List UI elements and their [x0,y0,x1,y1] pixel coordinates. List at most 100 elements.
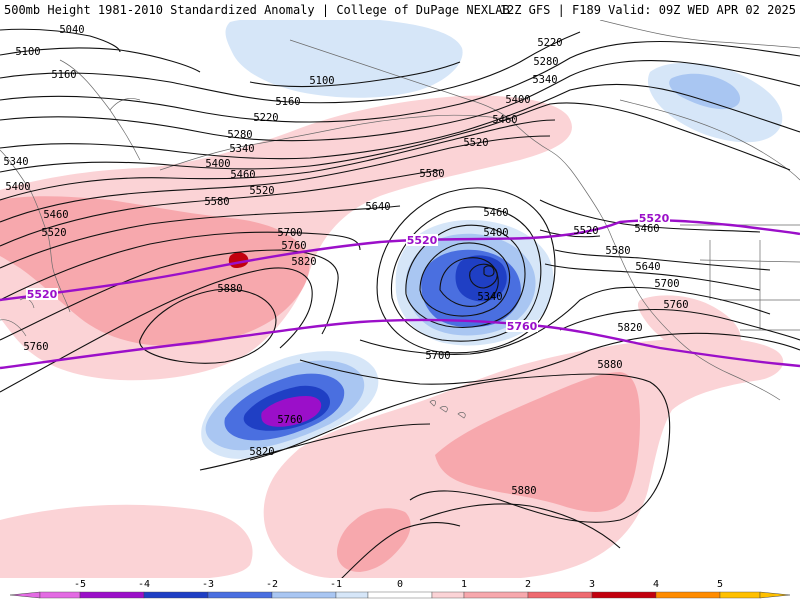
highlight-labels: 5520 5520 5520 5760 [26,212,670,333]
contour-5820-east [299,332,800,385]
positive-anomaly-epac-mid [435,372,640,512]
contour-label: 5040 [59,24,84,36]
contour-label: 5100 [309,75,334,87]
colorbar-tick-label: 5 [717,579,723,590]
colorbar-tick-label: -1 [330,579,342,590]
purple-contour-5760 [0,318,800,370]
colorbar-segment-zero [367,591,433,599]
highlight-contour-label: 5760 [507,320,538,333]
contour-label: 5520 [249,185,274,197]
contour-label: 5880 [511,485,536,497]
contour-label: 5760 [663,299,688,311]
colorbar-tick-label: 3 [589,579,595,590]
contour-label: 5520 [41,227,66,239]
highlight-contours [0,219,800,370]
colorbar-segment-pos3 [591,591,657,599]
contour-5880-south [419,503,621,549]
model-run-info: 12Z GFS | F189 Valid: 09Z WED APR 02 202… [500,3,796,17]
colorbar-segment-pos2 [527,591,593,599]
contour-label: 5700 [425,350,450,362]
colorbar-tick-label: -3 [202,579,214,590]
colorbar-segment-pos05 [431,591,465,599]
contour-gulf-ring-7 [483,265,495,277]
contour-label: 5460 [483,207,508,219]
contour-gulf-ring-4 [419,242,511,317]
header-background [0,0,800,20]
contour-label: 5340 [532,74,557,86]
colorbar-segment-neg4 [79,591,145,599]
contour-5640 [0,205,401,269]
contour-5160 [0,31,581,104]
contour-gulf-ring-1 [376,187,556,354]
contour-label: 5100 [15,46,40,58]
colorbar-segment-pos5 [719,591,761,599]
contour-5760-east [559,308,800,341]
contour-label: 5880 [597,359,622,371]
contour-label: 5460 [43,209,68,221]
colorbar-tick-label: -4 [138,579,150,590]
contour-label: 5160 [51,69,76,81]
contour-label: 5820 [617,322,642,334]
contour-5040 [0,28,121,53]
contour-label: 5160 [275,96,300,108]
contour-5640-east [544,263,761,291]
contour-label: 5880 [217,283,242,295]
colorbar-tick-label: 4 [653,579,659,590]
contour-5400 [0,102,791,173]
highlight-contour-label: 5520 [27,288,58,301]
contour-label: 5340 [229,143,254,155]
contour-label: 5460 [230,169,255,181]
negative-anomaly-canada-core [669,73,741,110]
contour-gulf-ring-6 [469,263,498,289]
contour-5520 [0,135,551,223]
positive-anomaly-baja [637,295,741,358]
contour-label: 5520 [573,225,598,237]
colorbar: -5 -4 -3 -2 -1 0 1 2 3 4 5 [0,578,800,600]
contour-label: 5400 [505,94,530,106]
colorbar-tick-label: -2 [266,579,278,590]
colorbar-segment-neg1 [271,591,337,599]
coastline-aleutians [159,114,511,171]
contour-5460 [0,119,556,201]
contour-label: 5280 [227,129,252,141]
contour-label: 5580 [605,245,630,257]
contour-5940-south [339,521,461,581]
highlight-contour-label: 5520 [639,212,670,225]
map-title: 500mb Height 1981-2010 Standardized Anom… [4,3,510,17]
contour-label: 5640 [365,201,390,213]
contour-5700-east [359,286,771,355]
contour-label: 5760 [277,414,302,426]
colorbar-right-arrow [759,591,791,599]
contour-5280 [0,60,800,142]
anomaly-shading [0,16,784,580]
colorbar-tick-label: 2 [525,579,531,590]
contour-label: 5460 [634,223,659,235]
contour-5520-east [539,229,601,238]
contour-label: 5280 [533,56,558,68]
contour-label: 5460 [492,114,517,126]
contour-5340 [0,83,800,160]
colorbar-segment-neg3 [143,591,209,599]
colorbar-tick-label: 1 [461,579,467,590]
contour-gulf-ring-2 [390,206,542,342]
height-contours [0,28,800,581]
negative-anomaly-cutoff-core [261,396,322,427]
contour-label: 5760 [23,341,48,353]
contour-5100-west [0,47,201,73]
contour-label: 5400 [483,227,508,239]
contour-label: 5700 [654,278,679,290]
positive-anomaly-south-fringe [0,504,253,580]
positive-anomaly-south [336,508,411,572]
contour-label: 5760 [281,240,306,252]
colorbar-segment-neg5 [39,591,81,599]
coastline-islands [429,400,466,419]
contour-label: 5400 [205,158,230,170]
colorbar-segment-neg05 [335,591,369,599]
colorbar-tick-label: 0 [397,579,403,590]
highlight-contour-label: 5520 [407,234,438,247]
contour-label: 5340 [477,291,502,303]
coastline-alaska [289,39,781,401]
colorbar-tick-label: -5 [74,579,86,590]
contour-label: 5820 [249,446,274,458]
